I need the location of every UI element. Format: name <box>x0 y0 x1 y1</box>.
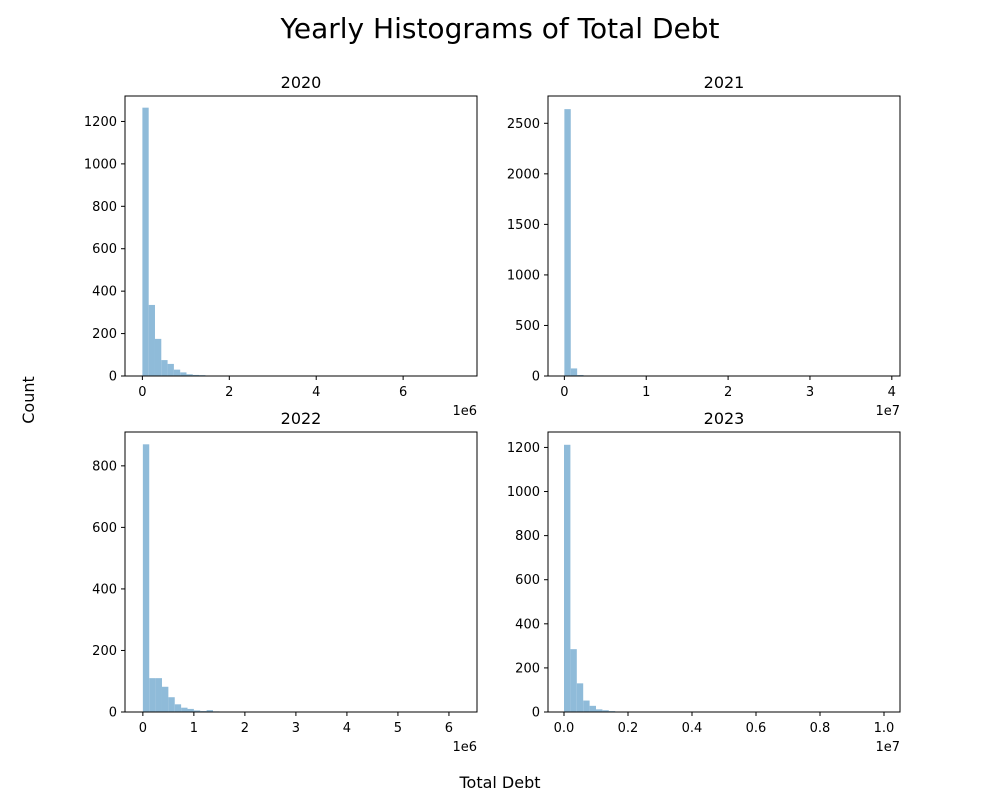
histogram-bar <box>161 686 169 712</box>
y-tick-label: 1200 <box>507 441 540 456</box>
panel-title-2021: 2021 <box>704 73 745 92</box>
x-tick-label: 0 <box>560 385 568 400</box>
axes-frame-2023 <box>547 431 901 713</box>
y-tick-label: 1200 <box>84 115 117 130</box>
histogram-bar <box>155 678 162 712</box>
y-tick-label: 0 <box>532 370 540 385</box>
histogram-bar <box>148 304 155 376</box>
y-tick-label: 200 <box>515 661 540 676</box>
x-offset-label-2020: 1e6 <box>452 404 477 419</box>
y-tick-label: 0 <box>109 370 117 385</box>
panel-2022: 2022 0 1 2 3 4 5 6 0 200 400 600 800 1e6 <box>92 409 478 755</box>
y-tick-label: 200 <box>92 644 117 659</box>
y-tick-label: 200 <box>92 327 117 342</box>
x-tick-label: 4 <box>312 385 320 400</box>
x-tick-label: 1 <box>642 385 650 400</box>
y-tick-label: 2000 <box>507 167 540 182</box>
histogram-bar <box>167 363 174 376</box>
y-tick-label: 400 <box>515 617 540 632</box>
panel-2023: 2023 0.0 0.2 0.4 0.6 0.8 1.0 0 200 400 600 800 1000 1… <box>507 409 901 755</box>
histogram-bar <box>154 338 162 376</box>
x-offset-label-2022: 1e6 <box>452 740 477 755</box>
x-offset-label-2023: 1e7 <box>875 740 900 755</box>
x-tick-label: 4 <box>343 721 351 736</box>
x-tick-label: 0.8 <box>810 721 831 736</box>
panel-title-2020: 2020 <box>281 73 322 92</box>
x-tick-label: 0.2 <box>618 721 639 736</box>
figure-xlabel: Total Debt <box>458 773 540 792</box>
axes-frame-2020 <box>124 95 478 377</box>
histogram-bar <box>596 709 603 712</box>
histogram-bar <box>193 710 201 712</box>
y-tick-label: 0 <box>532 706 540 721</box>
x-tick-label: 0 <box>139 721 147 736</box>
histogram-bar <box>570 368 578 376</box>
figure-ylabel: Count <box>19 376 38 424</box>
histogram-bar <box>576 683 584 712</box>
histogram-bar <box>187 708 194 712</box>
panel-title-2022: 2022 <box>281 409 322 428</box>
x-tick-label: 0.6 <box>746 721 767 736</box>
histogram-bar <box>570 649 577 712</box>
x-tick-label: 3 <box>806 385 814 400</box>
x-tick-label: 3 <box>292 721 300 736</box>
axes-frame-2022 <box>124 431 478 713</box>
x-tick-label: 2 <box>241 721 249 736</box>
x-tick-label: 0 <box>138 385 146 400</box>
y-tick-label: 0 <box>109 706 117 721</box>
y-tick-label: 1500 <box>507 218 540 233</box>
x-tick-label: 2 <box>225 385 233 400</box>
y-tick-label: 500 <box>515 319 540 334</box>
histogram-bar <box>583 700 590 712</box>
y-tick-label: 800 <box>92 200 117 215</box>
histogram-bar <box>577 374 584 376</box>
histogram-bar <box>161 360 168 376</box>
y-tick-label: 600 <box>92 242 117 257</box>
histogram-bar <box>180 372 187 376</box>
x-tick-label: 2 <box>724 385 732 400</box>
y-tick-label: 800 <box>92 459 117 474</box>
x-tick-label: 0.0 <box>554 721 575 736</box>
x-offset-label-2021: 1e7 <box>875 404 900 419</box>
y-tick-label: 1000 <box>84 157 117 172</box>
y-tick-label: 1000 <box>507 268 540 283</box>
y-tick-label: 600 <box>92 521 117 536</box>
x-tick-label: 0.4 <box>682 721 703 736</box>
histogram-bar <box>168 697 175 712</box>
y-tick-label: 800 <box>515 529 540 544</box>
x-tick-label: 6 <box>399 385 407 400</box>
histogram-bar <box>192 374 200 376</box>
y-tick-label: 600 <box>515 573 540 588</box>
histogram-bar <box>142 444 150 712</box>
panel-title-2023: 2023 <box>704 409 745 428</box>
histogram-bar <box>142 107 149 377</box>
histogram-bar <box>564 444 571 712</box>
y-tick-label: 400 <box>92 582 117 597</box>
panel-2021: 2021 0 1 2 3 4 0 500 1000 1500 2000 2500 1e7 <box>507 73 901 419</box>
x-tick-label: 1 <box>190 721 198 736</box>
figure-title: Yearly Histograms of Total Debt <box>280 12 720 45</box>
histogram-bar <box>564 109 571 376</box>
x-tick-label: 1.0 <box>874 721 895 736</box>
histogram-bar <box>149 678 156 712</box>
histogram-bar <box>206 710 213 712</box>
x-tick-label: 5 <box>394 721 402 736</box>
axes-frame-2021 <box>547 95 901 377</box>
histogram-bar <box>186 374 193 376</box>
y-tick-label: 2500 <box>507 117 540 132</box>
panel-2020: 2020 0 2 4 6 0 200 400 600 800 1000 1200 1e6 <box>84 73 478 419</box>
histogram-bar <box>173 369 181 376</box>
x-tick-label: 6 <box>445 721 453 736</box>
histogram-bar <box>602 710 609 712</box>
x-tick-label: 4 <box>888 385 896 400</box>
histogram-bar <box>174 704 182 712</box>
histogram-bar <box>181 707 188 712</box>
histogram-bar <box>589 705 596 712</box>
y-tick-label: 1000 <box>507 485 540 500</box>
y-tick-label: 400 <box>92 285 117 300</box>
